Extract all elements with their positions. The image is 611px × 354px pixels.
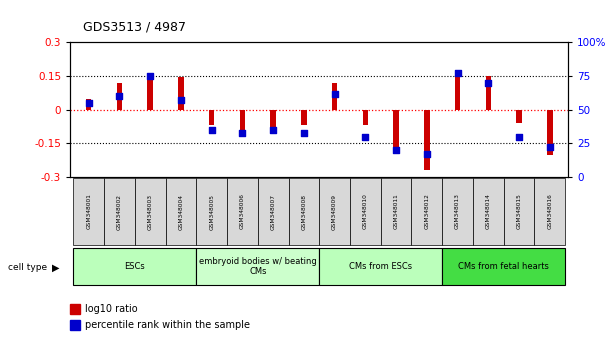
Bar	[320, 248, 442, 285]
Bar	[503, 178, 535, 245]
Point	[238, 130, 247, 136]
Text: GSM348012: GSM348012	[424, 194, 430, 229]
Text: ESCs: ESCs	[125, 262, 145, 271]
Text: CMs from fetal hearts: CMs from fetal hearts	[458, 262, 549, 271]
Bar	[486, 76, 491, 110]
Bar	[196, 178, 227, 245]
Point	[391, 147, 401, 153]
Text: GSM348009: GSM348009	[332, 194, 337, 229]
Bar	[117, 83, 122, 110]
Bar	[70, 320, 80, 330]
Point	[514, 134, 524, 139]
Bar	[455, 73, 460, 110]
Point	[299, 130, 309, 136]
Point	[268, 127, 278, 133]
Point	[114, 93, 124, 99]
Text: GSM348002: GSM348002	[117, 194, 122, 229]
Text: GSM348006: GSM348006	[240, 194, 245, 229]
Bar	[86, 98, 92, 110]
Bar	[70, 304, 80, 314]
Text: cell type: cell type	[8, 263, 47, 272]
Text: ▶: ▶	[53, 262, 60, 272]
Point	[330, 91, 340, 96]
Point	[207, 127, 216, 133]
Bar	[147, 75, 153, 110]
Bar	[332, 83, 337, 110]
Text: GSM348010: GSM348010	[363, 194, 368, 229]
Bar	[73, 178, 104, 245]
Bar	[411, 178, 442, 245]
Text: GSM348004: GSM348004	[178, 194, 183, 229]
Bar	[196, 248, 320, 285]
Text: percentile rank within the sample: percentile rank within the sample	[85, 320, 250, 330]
Bar	[535, 178, 565, 245]
Text: GDS3513 / 4987: GDS3513 / 4987	[83, 21, 186, 34]
Bar	[271, 110, 276, 132]
Point	[545, 144, 555, 150]
Text: GSM348001: GSM348001	[86, 194, 91, 229]
Bar	[473, 178, 503, 245]
Text: GSM348008: GSM348008	[301, 194, 306, 229]
Text: GSM348014: GSM348014	[486, 194, 491, 229]
Text: GSM348015: GSM348015	[516, 194, 522, 229]
Point	[422, 151, 432, 157]
Bar	[227, 178, 258, 245]
Point	[145, 73, 155, 79]
Point	[483, 80, 493, 86]
Bar	[320, 178, 350, 245]
Text: embryoid bodies w/ beating
CMs: embryoid bodies w/ beating CMs	[199, 257, 316, 276]
Bar	[442, 178, 473, 245]
Text: GSM348013: GSM348013	[455, 194, 460, 229]
Bar	[135, 178, 166, 245]
Bar	[178, 76, 184, 110]
Bar	[442, 248, 565, 285]
Text: GSM348016: GSM348016	[547, 194, 552, 229]
Bar	[301, 110, 307, 125]
Bar	[104, 178, 135, 245]
Bar	[393, 110, 399, 150]
Bar	[547, 110, 552, 155]
Point	[84, 100, 93, 106]
Bar	[516, 110, 522, 123]
Point	[360, 134, 370, 139]
Text: CMs from ESCs: CMs from ESCs	[349, 262, 412, 271]
Text: log10 ratio: log10 ratio	[85, 304, 137, 314]
Text: GSM348011: GSM348011	[393, 194, 398, 229]
Bar	[258, 178, 288, 245]
Bar	[73, 248, 196, 285]
Point	[453, 70, 463, 76]
Bar	[350, 178, 381, 245]
Text: GSM348007: GSM348007	[271, 194, 276, 229]
Text: GSM348003: GSM348003	[148, 194, 153, 229]
Bar	[362, 110, 368, 125]
Bar	[381, 178, 411, 245]
Bar	[209, 110, 214, 125]
Bar	[240, 110, 245, 137]
Point	[176, 97, 186, 103]
Text: GSM348005: GSM348005	[209, 194, 214, 229]
Bar	[288, 178, 320, 245]
Bar	[166, 178, 196, 245]
Bar	[424, 110, 430, 170]
